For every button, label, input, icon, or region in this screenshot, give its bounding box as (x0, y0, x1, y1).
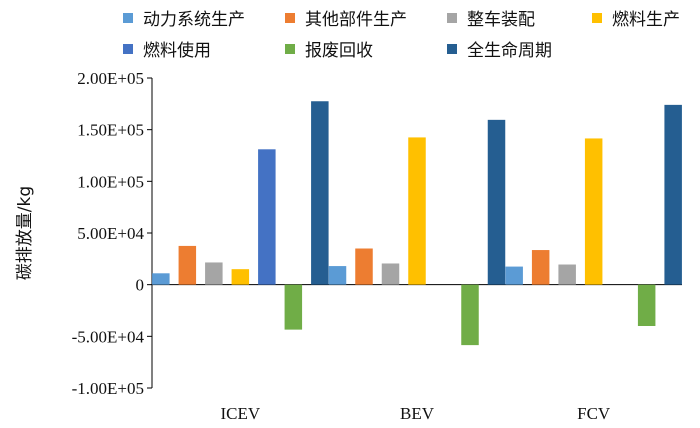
bar (584, 138, 603, 285)
legend-item: 报废回收 (285, 36, 373, 61)
legend-label: 整车装配 (467, 10, 535, 30)
y-tick-label: 1.00E+05 (77, 172, 144, 191)
legend-item: 其他部件生产 (285, 5, 407, 30)
y-tick-label: 0 (136, 276, 145, 295)
y-tick-label: 2.00E+05 (77, 69, 144, 88)
bar (231, 269, 250, 285)
bar (311, 101, 329, 285)
legend-item: 燃料使用 (123, 36, 211, 61)
legend-label: 全生命周期 (467, 41, 552, 61)
bar (558, 264, 576, 285)
bar (178, 245, 197, 285)
legend-label: 动力系统生产 (143, 10, 245, 30)
bar (505, 266, 523, 285)
bar (461, 284, 479, 346)
legend-item: 整车装配 (447, 5, 535, 30)
bar (328, 266, 347, 285)
bar (355, 248, 373, 285)
legend-item: 动力系统生产 (123, 5, 245, 30)
x-tick-label: ICEV (220, 404, 260, 423)
legend-swatch (123, 43, 133, 54)
y-tick-label: -5.00E+04 (72, 327, 145, 346)
bar (258, 149, 276, 285)
y-tick-label: -1.00E+05 (72, 379, 144, 398)
legend-swatch (447, 12, 457, 23)
bar (284, 284, 303, 330)
legend-label: 报废回收 (305, 41, 373, 61)
legend-item: 全生命周期 (447, 36, 552, 61)
legend-swatch (592, 12, 602, 23)
legend-swatch (447, 43, 457, 54)
bar (408, 137, 426, 285)
y-tick-label: 1.50E+05 (77, 121, 144, 140)
legend-label: 燃料使用 (143, 41, 211, 61)
bar (152, 273, 170, 285)
legend-swatch (123, 12, 133, 23)
legend: 动力系统生产 其他部件生产 整车装配 燃料生产燃料使用 报废回收 全生命周期 (0, 0, 700, 61)
y-axis-label: 碳排放量/kg (15, 186, 35, 280)
bar (487, 119, 506, 285)
bar (381, 263, 400, 285)
x-tick-label: BEV (400, 404, 435, 423)
legend-item: 燃料生产 (592, 5, 680, 30)
legend-label: 燃料生产 (612, 10, 680, 30)
x-tick-label: FCV (577, 404, 611, 423)
bar (637, 284, 656, 326)
bar (531, 250, 550, 285)
bar (205, 262, 223, 285)
bar (664, 104, 682, 285)
legend-label: 其他部件生产 (305, 10, 407, 30)
y-tick-label: 5.00E+04 (77, 224, 144, 243)
legend-swatch (285, 43, 295, 54)
legend-swatch (285, 12, 295, 23)
